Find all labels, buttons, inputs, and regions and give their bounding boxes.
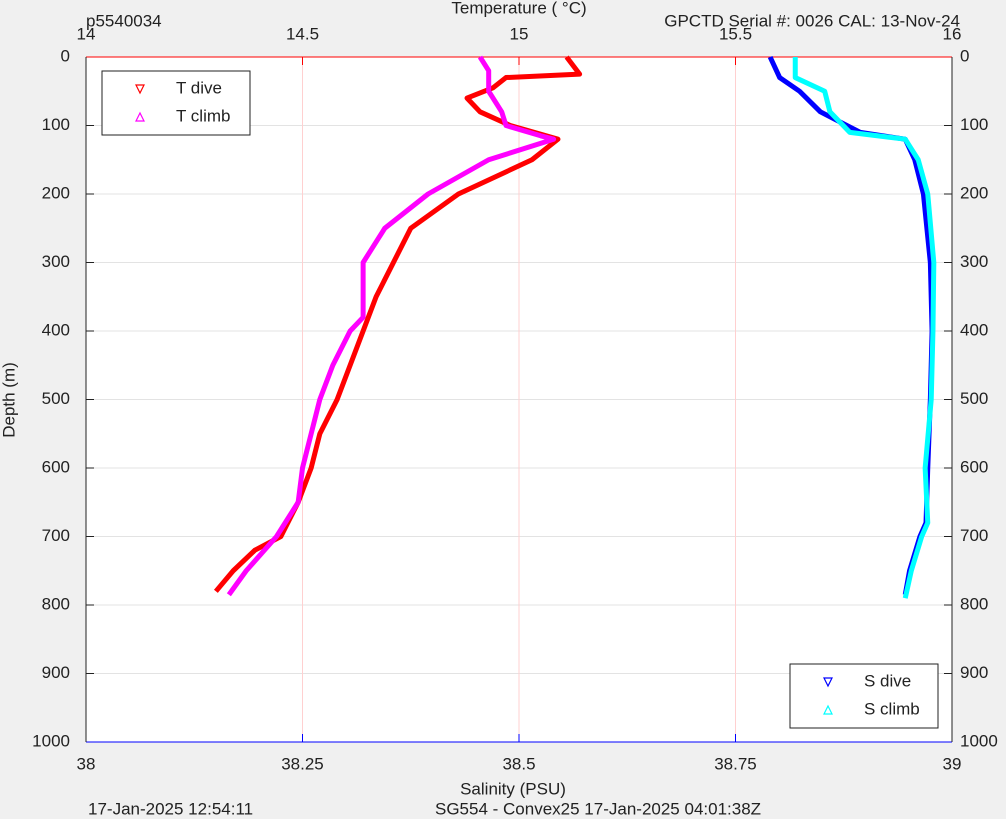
y2-tick-label: 1000 — [960, 731, 998, 750]
y2-tick-label: 500 — [960, 389, 988, 408]
x-tick-label: 15.5 — [719, 24, 752, 43]
series-line — [226, 55, 557, 597]
y-tick-label: 100 — [42, 115, 70, 134]
x2-tick-label: 38.75 — [714, 754, 757, 773]
legend-marker — [135, 84, 145, 95]
x-tick-label: 14.5 — [286, 24, 319, 43]
y2-tick-label: 800 — [960, 594, 988, 613]
series-line — [792, 57, 937, 599]
y-tick-label: 200 — [42, 183, 70, 202]
y2-tick-label: 700 — [960, 526, 988, 545]
legend-marker — [823, 677, 833, 688]
x-tick-label: 15 — [510, 24, 529, 43]
y-tick-label: 500 — [42, 389, 70, 408]
y2-tick-label: 300 — [960, 252, 988, 271]
x2-tick-label: 39 — [943, 754, 962, 773]
y-tick-label: 700 — [42, 526, 70, 545]
x2-tick-label: 38.25 — [281, 754, 324, 773]
y2-tick-label: 900 — [960, 663, 988, 682]
y2-tick-label: 0 — [960, 46, 969, 65]
y2-tick-label: 200 — [960, 183, 988, 202]
x-tick-label: 16 — [943, 24, 962, 43]
legend-label: T climb — [176, 106, 230, 125]
x-tick-label: 14 — [77, 24, 96, 43]
footer-center: SG554 - Convex25 17-Jan-2025 04:01:38Z — [435, 799, 761, 818]
corner-left: p5540034 — [86, 11, 162, 30]
y-tick-label: 0 — [61, 46, 70, 65]
y-tick-label: 1000 — [32, 731, 70, 750]
y2-tick-label: 600 — [960, 457, 988, 476]
legend-label: T dive — [176, 78, 222, 97]
x2-tick-label: 38 — [77, 754, 96, 773]
corner-right: GPCTD Serial #: 0026 CAL: 13-Nov-24 — [664, 11, 960, 30]
y-tick-label: 600 — [42, 457, 70, 476]
legend-box — [101, 70, 251, 136]
legend-label: S dive — [864, 671, 911, 690]
legend-label: S climb — [864, 699, 920, 718]
y2-tick-label: 400 — [960, 320, 988, 339]
y-tick-label: 400 — [42, 320, 70, 339]
y-tick-label: 300 — [42, 252, 70, 271]
legend-marker — [135, 111, 145, 122]
footer-left: 17-Jan-2025 12:54:11 — [88, 799, 253, 818]
x-label: Temperature ( °C) — [451, 0, 586, 17]
legend-box — [789, 663, 939, 729]
y2-tick-label: 100 — [960, 115, 988, 134]
x2-label: Salinity (PSU) — [460, 779, 566, 798]
y-label: Depth (m) — [0, 362, 18, 438]
legend-marker — [823, 704, 833, 715]
x2-tick-label: 38.5 — [502, 754, 535, 773]
y-tick-label: 900 — [42, 663, 70, 682]
y-tick-label: 800 — [42, 594, 70, 613]
